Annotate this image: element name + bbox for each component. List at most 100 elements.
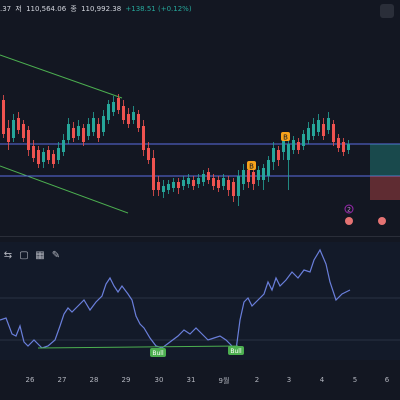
pen-icon[interactable]: ✎ [51,250,61,261]
candle-body [177,182,180,188]
square-icon[interactable]: ▢ [19,250,29,261]
candle-body [182,180,185,186]
candle-body [272,148,275,162]
candle-body [82,128,85,142]
candle-body [342,142,345,152]
candle-body [32,146,35,158]
buy-marker[interactable]: B [281,132,290,142]
candle-body [212,178,215,186]
price-chart[interactable]: B B 2 [0,0,400,232]
candle-body [282,140,285,152]
candle-body [242,170,245,184]
time-axis-label: 26 [25,376,35,384]
rsi-chart[interactable]: Bull Bull [0,242,400,360]
candle-body [312,124,315,136]
candle-body [217,180,220,188]
candle-body [117,98,120,110]
candle-body [107,104,110,120]
candle-body [52,154,55,164]
candle-body [297,142,300,150]
pane-divider[interactable] [0,236,400,237]
candle-body [252,172,255,184]
candle-body [197,178,200,184]
candle-body [222,178,225,186]
candle-body [262,168,265,180]
candle-body [227,180,230,190]
svg-text:B: B [283,134,288,142]
svg-text:B: B [249,163,254,171]
candle-body [277,150,280,160]
candle-body [147,148,150,160]
time-axis-label: 28 [89,376,99,384]
candle-body [132,112,135,120]
rsi-divergence-line [37,345,239,349]
trend-line-upper [0,54,123,99]
candle-body [337,138,340,148]
ohlc-close: 110,992.38 [81,5,122,13]
time-axis-label: 4 [319,376,325,384]
event-marker[interactable]: 2 [344,204,354,214]
long-position-profit-zone[interactable] [370,144,400,176]
candle-body [97,124,100,138]
candle-body [142,126,145,150]
time-axis[interactable]: 26 27 28 29 30 31 9월 2 3 4 5 6 [0,370,400,400]
candle-body [42,152,45,162]
candle-body [322,124,325,136]
candle-body [122,106,125,120]
candle-body [192,180,195,186]
time-axis-label: 5 [352,376,358,384]
candle-body [267,160,270,176]
swap-icon[interactable]: ⇆ [3,250,13,261]
svg-text:Bull: Bull [152,350,164,357]
candle-body [92,118,95,132]
candle-body [167,184,170,190]
candle-body [232,182,235,196]
candle-body [307,128,310,140]
candle-body [127,114,130,124]
buy-marker[interactable]: B [247,161,256,171]
time-axis-label: 27 [57,376,67,384]
candle-body [72,128,75,138]
ohlc-open: .37 [0,5,12,13]
time-axis-label: 29 [121,376,131,384]
chart-settings-button[interactable] [380,4,394,18]
rsi-line [0,248,351,352]
ohlc-low: 110,564.06 [26,5,67,13]
candle-body [237,176,240,196]
candle-body [62,140,65,152]
candle-body [332,124,335,142]
candle-body [112,102,115,112]
time-axis-label: 30 [154,376,164,384]
candle-body [87,124,90,136]
candle-body [292,140,295,150]
candle-body [37,150,40,164]
candle-body [327,118,330,130]
candle-body [302,134,305,146]
candle-body [187,178,190,184]
candle-body [137,114,140,128]
candle-body [257,170,260,180]
candle-body [22,124,25,138]
svg-text:2: 2 [347,207,351,214]
bull-signal-label: Bull [228,346,244,355]
ohlc-high-label: 저 [15,5,22,13]
ohlc-change: +138.51 (+0.12%) [125,5,192,13]
candle-body [287,144,290,160]
candle-body [347,144,350,150]
drawing-toolbar: ⇆ ▢ ▦ ✎ [2,250,62,262]
ohlc-readout: .37 저 110,564.06 종 110,992.38 +138.51 (+… [0,4,194,14]
candle-body [57,148,60,160]
candle-body [207,172,210,180]
svg-text:Bull: Bull [230,348,242,355]
candle-body [102,116,105,132]
flag-icon[interactable] [378,217,386,225]
bull-signal-label: Bull [150,348,166,357]
candle-body [17,118,20,130]
flag-icon[interactable] [345,217,353,225]
candle-body [152,158,155,190]
time-axis-label: 2 [254,376,260,384]
time-axis-label: 3 [286,376,292,384]
grid-icon[interactable]: ▦ [35,250,45,261]
time-axis-label: 31 [186,376,196,384]
long-position-loss-zone[interactable] [370,176,400,200]
